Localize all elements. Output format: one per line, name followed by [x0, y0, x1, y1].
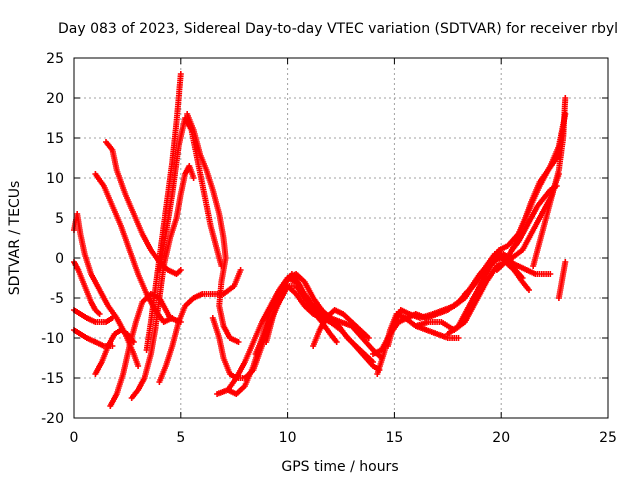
series-arc-9	[128, 163, 197, 401]
y-tick-label: -15	[41, 371, 64, 387]
series-arc-18	[263, 271, 340, 345]
series-arc-11	[156, 267, 244, 385]
series-arc-29	[530, 171, 562, 269]
y-tick-label: 10	[46, 171, 64, 187]
x-tick-label: 20	[492, 430, 510, 446]
series-markers	[128, 163, 197, 401]
y-tick-label: -10	[41, 331, 64, 347]
x-tick-label: 5	[176, 430, 185, 446]
series-markers	[156, 267, 244, 385]
chart-title: Day 083 of 2023, Sidereal Day-to-day VTE…	[58, 21, 618, 37]
y-tick-label: 0	[55, 251, 64, 267]
series-markers	[310, 307, 372, 349]
x-tick-label: 15	[385, 430, 403, 446]
axis-ticks: 0 5 10 15 20 25 -20 -15 -10 -5 0 5 10 15 20 25	[41, 51, 617, 446]
series-markers	[263, 271, 340, 345]
y-tick-label: 15	[46, 131, 64, 147]
series-markers	[555, 259, 569, 301]
data-series	[71, 71, 569, 409]
y-tick-label: -5	[50, 291, 64, 307]
x-tick-label: 0	[70, 430, 79, 446]
series-markers	[184, 111, 242, 345]
plot-frame	[73, 57, 609, 419]
x-tick-label: 25	[599, 430, 617, 446]
series-arc-19	[310, 307, 372, 349]
y-tick-label: 25	[46, 51, 64, 67]
series-arc-6	[103, 139, 184, 277]
y-tick-label: 20	[46, 91, 64, 107]
series-markers	[103, 139, 184, 277]
x-tick-label: 10	[279, 430, 297, 446]
series-markers	[498, 255, 554, 277]
y-axis-label: SDTVAR / TECUs	[7, 181, 23, 296]
grid-lines	[74, 58, 608, 418]
series-markers	[530, 171, 562, 269]
series-arc-30	[555, 259, 569, 301]
series-arc-28	[508, 183, 560, 253]
series-arc-27	[498, 255, 554, 277]
series-markers	[508, 183, 560, 253]
y-tick-label: 5	[55, 211, 64, 227]
x-axis-label: GPS time / hours	[281, 459, 398, 475]
y-tick-label: -20	[41, 411, 64, 427]
series-arc-13	[184, 111, 242, 345]
